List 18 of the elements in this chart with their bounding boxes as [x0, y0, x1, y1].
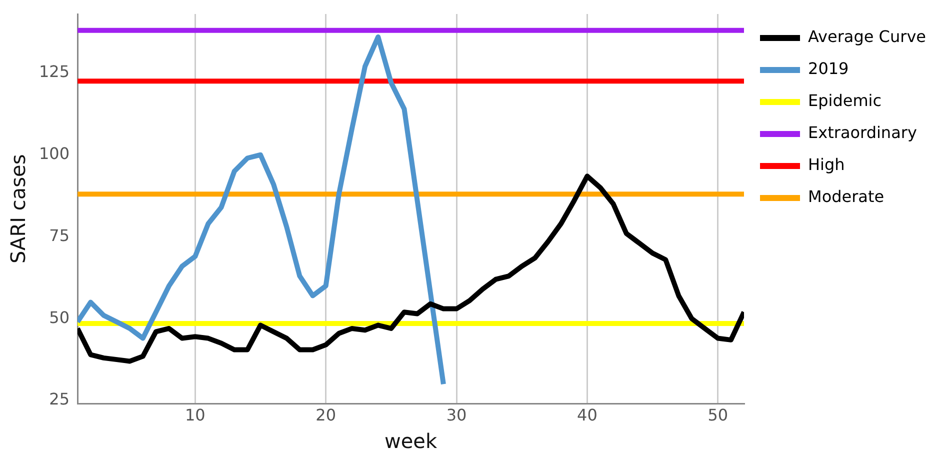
- x-tick-label: 30: [446, 406, 467, 425]
- legend-label: High: [808, 155, 845, 174]
- x-tick-label: 50: [708, 406, 728, 425]
- legend-label: 2019: [808, 59, 849, 78]
- x-tick-label: 20: [316, 406, 336, 425]
- x-axis-title: week: [384, 429, 438, 454]
- x-tick-label: 40: [577, 406, 598, 425]
- y-tick-label: 25: [49, 390, 70, 409]
- legend-label: Average Curve: [808, 27, 926, 46]
- y-tick-label: 100: [38, 144, 70, 164]
- y-tick-label: 125: [38, 62, 70, 82]
- y-axis-title: SARI cases: [6, 154, 30, 264]
- x-tick-label: 10: [184, 406, 206, 425]
- legend-label: Extraordinary: [808, 123, 917, 142]
- y-tick-label: 50: [49, 308, 70, 327]
- legend-label: Moderate: [808, 187, 884, 206]
- legend-label: Epidemic: [808, 91, 882, 110]
- y-tick-label: 75: [49, 226, 70, 245]
